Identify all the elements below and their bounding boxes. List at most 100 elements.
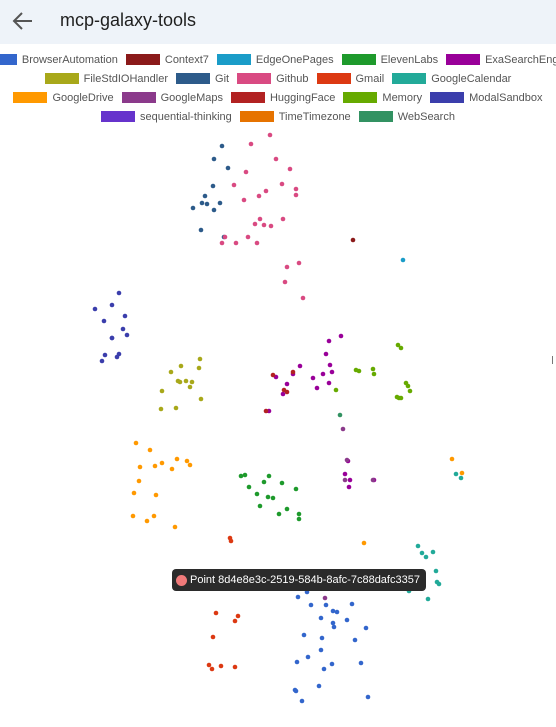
data-point[interactable] <box>131 490 137 496</box>
data-point[interactable] <box>349 601 355 607</box>
data-point[interactable] <box>178 363 184 369</box>
data-point[interactable] <box>122 313 128 319</box>
data-point[interactable] <box>174 456 180 462</box>
data-point[interactable] <box>322 595 328 601</box>
data-point[interactable] <box>261 479 267 485</box>
legend-item[interactable]: Git <box>176 73 229 85</box>
data-point[interactable] <box>342 477 348 483</box>
data-point[interactable] <box>319 635 325 641</box>
data-point[interactable] <box>233 240 239 246</box>
data-point[interactable] <box>210 634 216 640</box>
data-point[interactable] <box>232 618 238 624</box>
data-point[interactable] <box>144 518 150 524</box>
data-point[interactable] <box>293 486 299 492</box>
data-point[interactable] <box>265 494 271 500</box>
legend-item[interactable]: TimeTimezone <box>239 111 351 123</box>
data-point[interactable] <box>334 609 340 615</box>
data-point[interactable] <box>290 369 296 375</box>
data-point[interactable] <box>213 610 219 616</box>
data-point[interactable] <box>361 540 367 546</box>
data-point[interactable] <box>183 378 189 384</box>
data-point[interactable] <box>294 659 300 665</box>
data-point[interactable] <box>124 332 130 338</box>
data-point[interactable] <box>316 683 322 689</box>
data-point[interactable] <box>199 200 205 206</box>
data-point[interactable] <box>151 513 157 519</box>
data-point[interactable] <box>327 362 333 368</box>
data-point[interactable] <box>323 351 329 357</box>
data-point[interactable] <box>370 477 376 483</box>
data-point[interactable] <box>363 625 369 631</box>
data-point[interactable] <box>196 365 202 371</box>
data-point[interactable] <box>173 405 179 411</box>
data-point[interactable] <box>211 156 217 162</box>
data-point[interactable] <box>287 166 293 172</box>
data-point[interactable] <box>279 181 285 187</box>
data-point[interactable] <box>177 379 183 385</box>
data-point[interactable] <box>276 511 282 517</box>
legend-item[interactable]: ModalSandbox <box>430 92 543 104</box>
data-point[interactable] <box>296 511 302 517</box>
data-point[interactable] <box>256 193 262 199</box>
data-point[interactable] <box>267 132 273 138</box>
data-point[interactable] <box>453 471 459 477</box>
data-point[interactable] <box>358 660 364 666</box>
data-point[interactable] <box>425 596 431 602</box>
data-point[interactable] <box>284 264 290 270</box>
data-point[interactable] <box>371 371 377 377</box>
legend-item[interactable]: WebSearch <box>358 111 455 123</box>
data-point[interactable] <box>282 279 288 285</box>
data-point[interactable] <box>449 456 455 462</box>
data-point[interactable] <box>279 480 285 486</box>
data-point[interactable] <box>235 613 241 619</box>
legend-item[interactable]: Gmail <box>316 73 384 85</box>
data-point[interactable] <box>225 165 231 171</box>
data-point[interactable] <box>273 156 279 162</box>
data-point[interactable] <box>458 475 464 481</box>
legend-item[interactable]: FileStdIOHandler <box>44 73 168 85</box>
data-point[interactable] <box>254 491 260 497</box>
legend-item[interactable]: GoogleMaps <box>121 92 223 104</box>
data-point[interactable] <box>365 694 371 700</box>
data-point[interactable] <box>172 524 178 530</box>
legend-item[interactable]: BrowserAutomation <box>0 54 118 66</box>
data-point[interactable] <box>218 663 224 669</box>
data-point[interactable] <box>326 380 332 386</box>
data-point[interactable] <box>301 632 307 638</box>
data-point[interactable] <box>330 608 336 614</box>
data-point[interactable] <box>120 326 126 332</box>
data-point[interactable] <box>310 375 316 381</box>
data-point[interactable] <box>419 550 425 556</box>
data-point[interactable] <box>153 492 159 498</box>
data-point[interactable] <box>318 647 324 653</box>
data-point[interactable] <box>323 602 329 608</box>
data-point[interactable] <box>394 394 400 400</box>
data-point[interactable] <box>329 369 335 375</box>
data-point[interactable] <box>342 471 348 477</box>
data-point[interactable] <box>92 306 98 312</box>
data-point[interactable] <box>308 602 314 608</box>
data-point[interactable] <box>270 495 276 501</box>
data-point[interactable] <box>305 654 311 660</box>
data-point[interactable] <box>257 503 263 509</box>
data-point[interactable] <box>217 200 223 206</box>
data-point[interactable] <box>168 369 174 375</box>
data-point[interactable] <box>187 462 193 468</box>
data-point[interactable] <box>318 615 324 621</box>
data-point[interactable] <box>293 688 299 694</box>
data-point[interactable] <box>206 662 212 668</box>
data-point[interactable] <box>314 385 320 391</box>
data-point[interactable] <box>284 381 290 387</box>
data-point[interactable] <box>116 290 122 296</box>
data-point[interactable] <box>321 666 327 672</box>
data-point[interactable] <box>198 396 204 402</box>
data-point[interactable] <box>245 234 251 240</box>
data-point[interactable] <box>266 473 272 479</box>
data-point[interactable] <box>407 388 413 394</box>
legend-item[interactable]: HuggingFace <box>230 92 335 104</box>
data-point[interactable] <box>211 207 217 213</box>
data-point[interactable] <box>158 406 164 412</box>
data-point[interactable] <box>248 141 254 147</box>
data-point[interactable] <box>209 666 215 672</box>
data-point[interactable] <box>147 447 153 453</box>
